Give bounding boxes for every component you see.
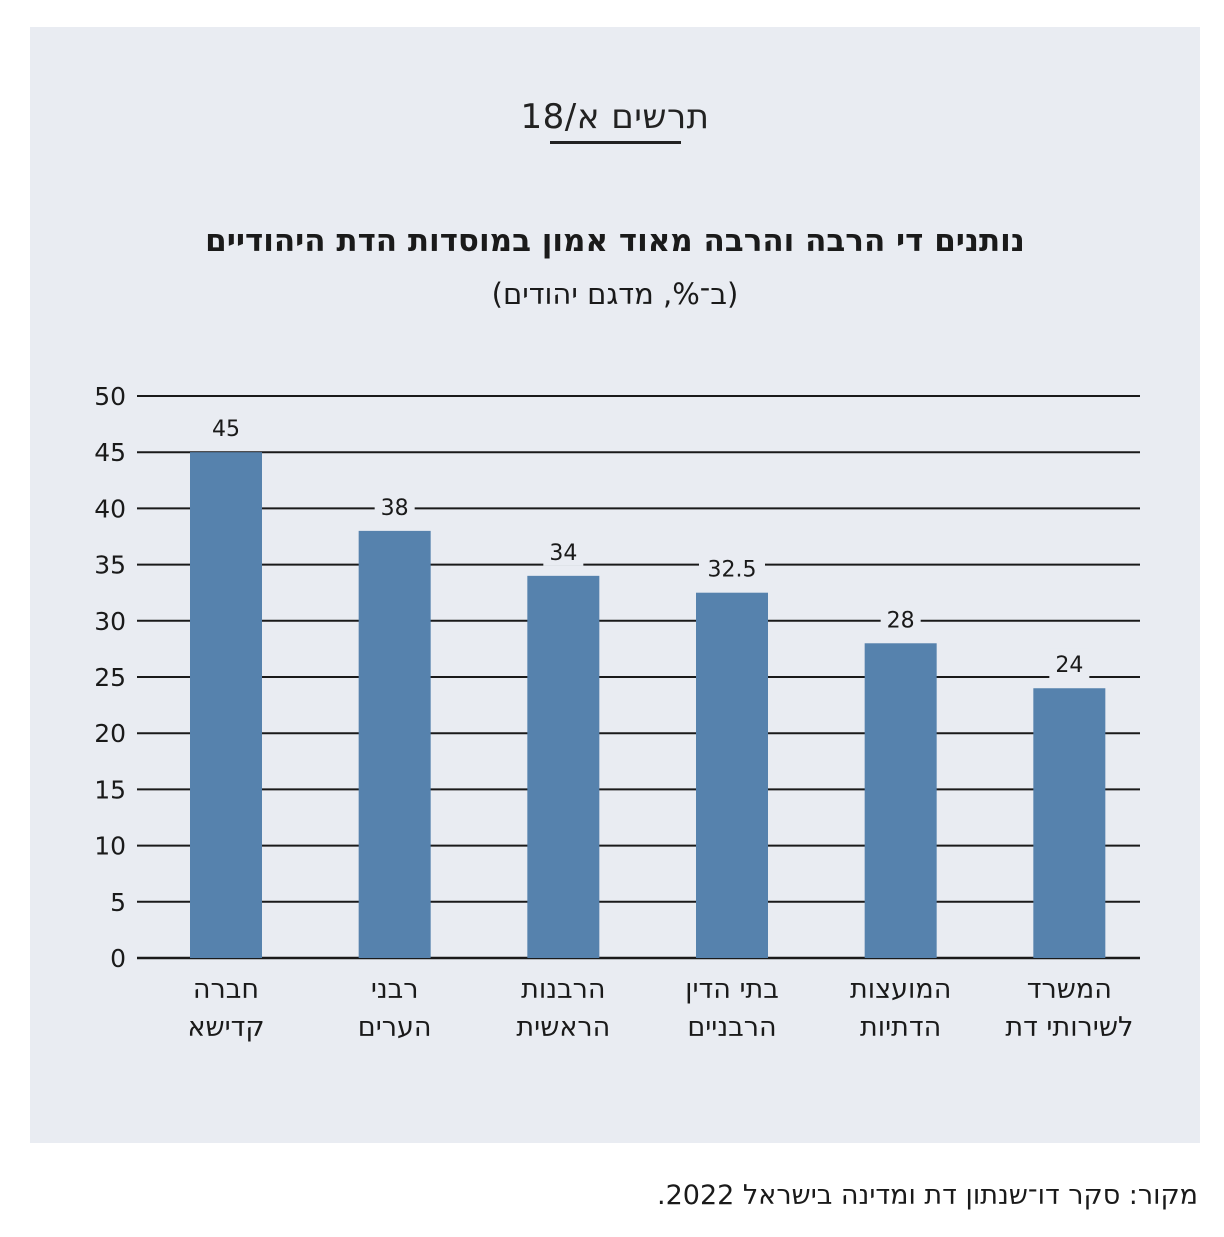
x-tick-label: קדישא <box>187 1012 264 1043</box>
y-tick-label: 25 <box>94 663 126 692</box>
x-tick-label: המועצות <box>850 974 951 1005</box>
data-label: 28 <box>887 608 915 633</box>
x-tick-label: הרבניים <box>687 1012 776 1043</box>
figure-label: תרשים א/18 <box>520 97 710 137</box>
x-tick-label: המשרד <box>1027 974 1112 1005</box>
x-tick-label: לשירותי דת <box>1005 1012 1133 1043</box>
data-label: 32.5 <box>708 558 757 583</box>
y-tick-label: 40 <box>94 494 126 523</box>
y-tick-label: 35 <box>94 551 126 580</box>
y-tick-label: 20 <box>94 719 126 748</box>
figure-label-underline <box>550 141 681 144</box>
x-tick-label: בתי הדין <box>685 974 779 1005</box>
y-tick-label: 45 <box>94 438 126 467</box>
data-label: 38 <box>381 496 409 521</box>
x-tick-label: רבני <box>371 974 419 1005</box>
bar <box>527 575 600 958</box>
bar <box>190 452 262 958</box>
data-label-background <box>699 552 765 583</box>
x-tick-label: הרבנות <box>521 974 605 1005</box>
bar <box>696 592 768 958</box>
data-label-background <box>1049 648 1090 679</box>
data-label-background <box>374 490 415 521</box>
x-tick-label: הראשית <box>516 1012 610 1043</box>
data-label: 45 <box>212 417 240 442</box>
data-label: 24 <box>1055 653 1083 678</box>
y-tick-label: 5 <box>110 888 126 917</box>
y-tick-label: 0 <box>110 944 126 973</box>
y-tick-label: 50 <box>94 382 126 411</box>
bar <box>1033 688 1106 958</box>
chart-title: נותנים די הרבה והרבה מאוד אמון במוסדות ה… <box>205 223 1025 259</box>
data-label-background <box>880 603 921 634</box>
data-label: 34 <box>549 541 577 566</box>
y-tick-label: 10 <box>94 832 126 861</box>
bar <box>864 643 937 958</box>
data-label-background <box>543 535 584 566</box>
x-tick-label: חברה <box>193 974 259 1005</box>
y-tick-label: 30 <box>94 607 126 636</box>
data-label-background <box>206 412 246 443</box>
y-tick-label: 15 <box>94 775 126 804</box>
chart-subtitle: (ב־%, מדגם יהודים) <box>491 277 739 311</box>
x-tick-label: הדתיות <box>860 1012 941 1043</box>
x-tick-label: הערים <box>358 1012 432 1043</box>
source-note: מקור: סקר דו־שנתון דת ומדינה בישראל 2022… <box>657 1180 1198 1211</box>
bar <box>358 530 431 958</box>
